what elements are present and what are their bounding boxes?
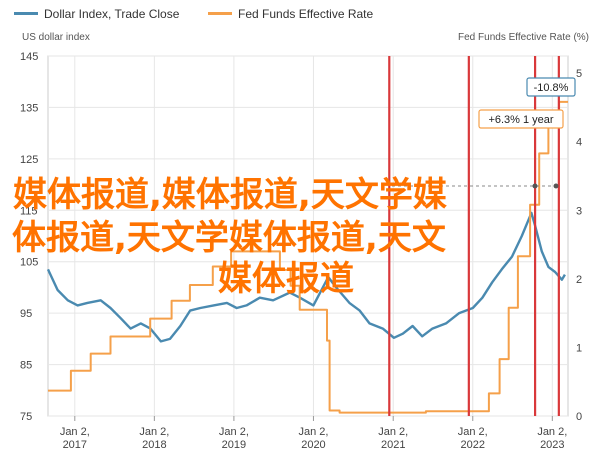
right-tick-label: 0 <box>576 411 582 423</box>
x-tick-label-line2: 2022 <box>461 439 485 451</box>
right-tick-label: 1 <box>576 342 582 354</box>
right-tick-label: 3 <box>576 205 582 217</box>
x-tick-label-line1: Jan 2, <box>537 426 567 438</box>
badge-rate-change: +6.3% 1 year <box>478 109 564 129</box>
left-axis-title: US dollar index <box>22 32 90 43</box>
left-tick-label: 135 <box>20 102 38 114</box>
legend-label-dollar: Dollar Index, Trade Close <box>44 7 180 21</box>
x-tick-label-line1: Jan 2, <box>458 426 488 438</box>
right-axis-ticks: 5 4 3 2 1 0 <box>576 68 582 423</box>
series-line-fed-funds <box>48 100 568 414</box>
left-tick-label: 105 <box>20 257 38 269</box>
badge-rate-text: +6.3% 1 year <box>488 114 553 126</box>
left-tick-label: 125 <box>20 154 38 166</box>
legend: Dollar Index, Trade Close Fed Funds Effe… <box>14 7 374 21</box>
x-tick-label-line2: 2021 <box>381 439 405 451</box>
overlay-line-2: 体报道,天文学媒体报道,天文 <box>12 218 446 258</box>
x-tick-label-line1: Jan 2, <box>298 426 328 438</box>
x-tick-label-line2: 2020 <box>301 439 325 451</box>
badge-dollar-text: -10.8% <box>534 82 569 94</box>
series <box>46 100 568 414</box>
left-tick-label: 115 <box>20 205 38 217</box>
legend-label-fedfunds: Fed Funds Effective Rate <box>238 7 374 21</box>
right-tick-label: 5 <box>576 68 582 80</box>
legend-swatch-dollar <box>14 12 38 15</box>
right-axis-title: Fed Funds Effective Rate (%) <box>458 32 589 43</box>
left-tick-label: 145 <box>20 51 38 63</box>
left-tick-label: 85 <box>20 360 32 372</box>
x-tick-label-line2: 2018 <box>142 439 166 451</box>
series-line-dollar-index <box>46 211 566 343</box>
x-tick-label-line1: Jan 2, <box>60 426 90 438</box>
right-tick-label: 4 <box>576 137 582 149</box>
badge-dollar-box <box>526 77 576 97</box>
x-tick-label-line1: Jan 2, <box>219 426 249 438</box>
grid <box>48 55 568 417</box>
left-tick-label: 75 <box>20 411 32 423</box>
x-tick-label-line1: Jan 2, <box>378 426 408 438</box>
x-tick-label-line2: 2017 <box>63 439 87 451</box>
x-tick-label-line2: 2023 <box>540 439 564 451</box>
badge-dollar-change: -10.8% <box>526 77 576 97</box>
x-tick-label-line1: Jan 2, <box>139 426 169 438</box>
legend-swatch-fedfunds <box>208 12 232 15</box>
reference-dot <box>553 183 559 189</box>
overlay-text: 媒体报道,媒体报道,天文学媒 体报道,天文学媒体报道,天文 媒体报道 <box>12 175 448 299</box>
badge-rate-box <box>478 109 564 129</box>
left-tick-label: 95 <box>20 308 32 320</box>
x-tick-label-line2: 2019 <box>222 439 246 451</box>
right-tick-label: 2 <box>576 274 582 286</box>
left-axis-ticks: 145 135 125 115 105 95 85 75 <box>20 51 38 423</box>
reference-dot <box>532 183 538 189</box>
overlay-line-1: 媒体报道,媒体报道,天文学媒 <box>13 175 448 215</box>
overlay-line-3: 媒体报道 <box>218 259 354 299</box>
reference-dots <box>392 183 559 189</box>
